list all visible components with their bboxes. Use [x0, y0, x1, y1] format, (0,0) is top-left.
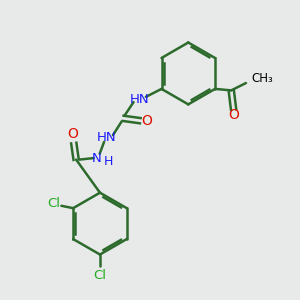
Text: H: H [104, 154, 113, 167]
Text: Cl: Cl [93, 268, 106, 282]
Text: HN: HN [130, 93, 149, 106]
Text: CH₃: CH₃ [252, 72, 274, 85]
Text: N: N [92, 152, 102, 165]
Text: HN: HN [97, 131, 117, 144]
Text: O: O [68, 127, 79, 141]
Text: O: O [228, 108, 239, 122]
Text: O: O [141, 114, 152, 128]
Text: Cl: Cl [47, 197, 61, 210]
